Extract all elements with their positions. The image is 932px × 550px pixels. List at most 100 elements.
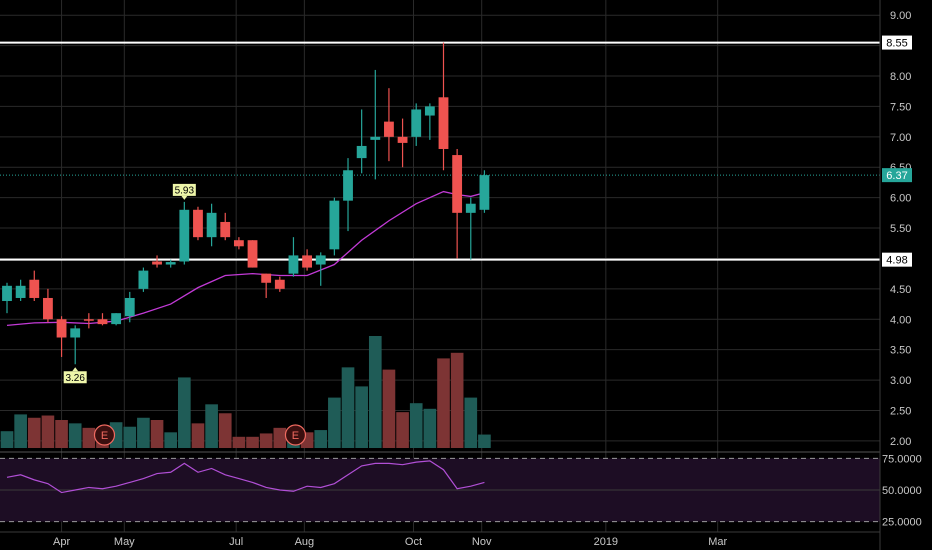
candle-body xyxy=(111,313,122,325)
candles xyxy=(2,42,490,365)
candle-body xyxy=(193,209,203,238)
candle-body xyxy=(247,240,258,268)
candle-body xyxy=(83,319,94,321)
volume-bar xyxy=(382,369,396,448)
time-tick-label: Jul xyxy=(229,536,243,548)
time-tick-label: Aug xyxy=(295,536,315,548)
candle-body xyxy=(356,145,367,159)
candle xyxy=(302,249,313,271)
candle xyxy=(111,313,122,326)
annotation-pointer xyxy=(72,367,79,372)
candle xyxy=(70,325,81,365)
price-tick-label: 7.00 xyxy=(890,132,911,144)
candle-body xyxy=(70,328,81,338)
candle-body xyxy=(43,297,53,320)
last-price-badge xyxy=(882,168,912,183)
candle xyxy=(397,118,408,168)
volume-bar xyxy=(191,423,205,448)
horizontal-levels xyxy=(0,41,880,261)
candle-body xyxy=(261,273,272,283)
time-tick-label: Oct xyxy=(405,536,422,548)
price-tick-label: 5.50 xyxy=(890,223,911,235)
candle xyxy=(29,270,40,302)
price-tick-label: 3.00 xyxy=(890,375,911,387)
price-annotation: 3.26 xyxy=(63,367,87,384)
time-tick-label: 2019 xyxy=(594,536,618,548)
price-tick-label: 2.50 xyxy=(890,405,911,417)
volume-bar xyxy=(150,420,164,448)
candle-body xyxy=(370,136,381,140)
volume-bar xyxy=(341,367,355,448)
candle xyxy=(179,201,190,265)
candle-body xyxy=(206,212,217,238)
candle xyxy=(165,259,176,268)
candle xyxy=(152,255,162,268)
price-tick-label: 2.00 xyxy=(890,436,911,448)
rsi-pane xyxy=(0,451,880,523)
candle xyxy=(261,273,272,298)
candle xyxy=(138,267,149,292)
candle-body xyxy=(15,285,26,298)
candle xyxy=(424,103,435,140)
candle xyxy=(315,252,326,286)
price-axis[interactable]: 9.008.508.007.507.006.506.005.505.004.50… xyxy=(879,0,932,550)
rsi-tick-label: 75.0000 xyxy=(882,453,922,465)
candle xyxy=(356,109,367,174)
candle-body xyxy=(397,136,408,143)
candle xyxy=(438,42,449,171)
volume-bar xyxy=(409,403,423,448)
volume-bar xyxy=(0,431,14,448)
time-tick-label: Mar xyxy=(708,536,727,548)
annotation-label: 3.26 xyxy=(65,373,85,384)
last-price-label: 6.37 xyxy=(886,170,907,182)
candle-body xyxy=(343,170,353,201)
earnings-circle xyxy=(93,424,116,446)
price-tick-label: 4.00 xyxy=(890,314,911,326)
level-badge-label: 4.98 xyxy=(886,255,907,267)
volume-bar xyxy=(246,436,259,448)
candle xyxy=(370,69,381,180)
volume-bar xyxy=(273,427,287,448)
candle-body xyxy=(233,240,244,247)
earnings-label: E xyxy=(101,430,108,442)
candle xyxy=(97,313,108,326)
price-tick-label: 7.50 xyxy=(890,101,911,113)
volume-bars xyxy=(0,336,491,448)
candle-body xyxy=(302,255,313,268)
candle-body xyxy=(438,97,449,149)
candle xyxy=(43,288,53,323)
candle-body xyxy=(411,109,422,137)
candle xyxy=(193,206,203,241)
volume-bar xyxy=(464,397,478,448)
annotation-box xyxy=(172,183,196,196)
price-tick-label: 6.00 xyxy=(890,193,911,205)
annotation-pointer xyxy=(181,195,188,200)
volume-bar xyxy=(232,436,246,448)
candle-body xyxy=(179,209,190,262)
earnings-circle xyxy=(284,424,307,446)
candle-body xyxy=(2,285,12,302)
candle xyxy=(2,282,12,314)
volume-bar xyxy=(450,352,464,448)
candle-body xyxy=(315,255,326,265)
candle-body xyxy=(479,175,490,210)
candle xyxy=(15,279,26,302)
volume-bar xyxy=(259,433,273,448)
candle-body xyxy=(152,261,162,265)
candle-body xyxy=(165,262,176,265)
candle xyxy=(206,203,217,247)
volume-bar xyxy=(14,414,27,448)
price-tick-label: 9.00 xyxy=(890,10,911,22)
candle xyxy=(288,237,299,277)
time-axis[interactable]: Apr May Jul Aug Oct Nov 2019 Mar xyxy=(0,531,880,548)
volume-bar xyxy=(355,386,368,448)
candle-body xyxy=(465,203,476,213)
level-badge xyxy=(882,35,912,50)
volume-bar xyxy=(178,377,191,448)
candle xyxy=(411,103,422,146)
volume-bar xyxy=(328,397,341,448)
annotation-label: 5.93 xyxy=(175,185,195,196)
candle xyxy=(384,88,394,162)
